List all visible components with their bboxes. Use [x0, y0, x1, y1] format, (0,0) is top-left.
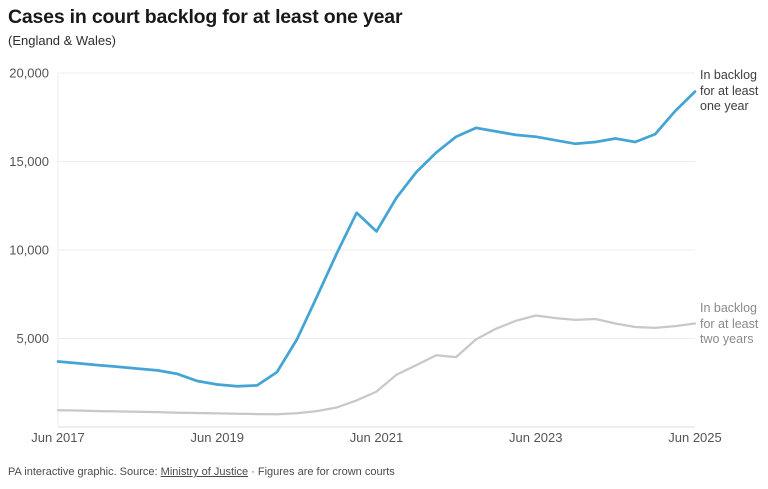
source-link[interactable]: Ministry of Justice — [160, 466, 249, 478]
chart-subtitle: (England & Wales) — [8, 33, 116, 48]
series-label-line: In backlog — [700, 301, 757, 315]
y-tick-label: 15,000 — [9, 154, 49, 169]
series-label-line: for at least — [700, 316, 759, 331]
series-label-line: two years — [700, 332, 754, 346]
series-label-line: one year — [700, 99, 749, 113]
series-label-one-year: In backlog for at least one year — [700, 68, 768, 115]
footer-credit: PA interactive graphic. Source: Ministry… — [8, 466, 395, 478]
series-line-one-year — [56, 90, 697, 388]
footer-prefix: PA interactive graphic. Source: — [8, 466, 161, 478]
series-label-two-years: In backlog for at least two years — [700, 301, 768, 348]
x-tick-label: Jun 2019 — [191, 430, 245, 445]
series-line-two-years — [56, 314, 697, 416]
x-tick-label: Jun 2023 — [509, 430, 563, 445]
x-tick-label: Jun 2021 — [350, 430, 404, 445]
y-tick-label: 20,000 — [9, 66, 49, 81]
series-label-line: In backlog — [700, 68, 757, 82]
x-tick-label: Jun 2017 — [31, 430, 85, 445]
y-tick-label: 10,000 — [9, 243, 49, 258]
chart-title: Cases in court backlog for at least one … — [8, 6, 403, 28]
series-label-line: for at least — [700, 83, 759, 98]
x-tick-label: Jun 2025 — [668, 430, 722, 445]
y-tick-label: 5,000 — [16, 331, 49, 346]
footer-suffix: · Figures are for crown courts — [248, 466, 395, 478]
